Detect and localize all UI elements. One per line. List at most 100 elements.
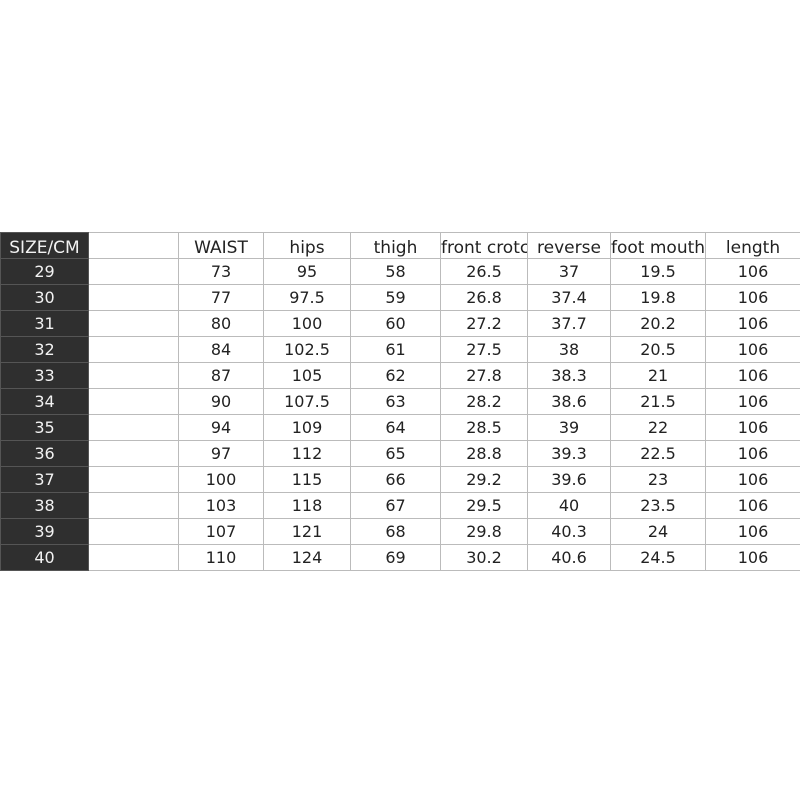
- value-cell: 63: [350, 388, 441, 415]
- value-cell: 102.5: [263, 336, 351, 363]
- data-row: 30 77 97.5 59 26.8 37.4 19.8 106: [0, 284, 800, 311]
- value-cell: 118: [263, 492, 351, 519]
- size-cell: 37: [0, 466, 89, 493]
- value-cell: 105: [263, 362, 351, 389]
- value-cell: 21.5: [610, 388, 706, 415]
- value-cell: 29.8: [440, 518, 528, 545]
- header-cell: front crotch: [440, 232, 528, 259]
- value-cell: 112: [263, 440, 351, 467]
- value-cell: 68: [350, 518, 441, 545]
- data-row: 33 87 105 62 27.8 38.3 21 106: [0, 362, 800, 389]
- value-cell: 39.6: [527, 466, 611, 493]
- value-cell: 27.8: [440, 362, 528, 389]
- size-cell: 29: [0, 258, 89, 285]
- value-cell: 40: [527, 492, 611, 519]
- value-cell: 24: [610, 518, 706, 545]
- value-cell: 37.4: [527, 284, 611, 311]
- value-cell: 106: [705, 388, 800, 415]
- value-cell: 97: [178, 440, 264, 467]
- blank-cell: [88, 440, 179, 467]
- blank-cell: [88, 336, 179, 363]
- value-cell: 38: [527, 336, 611, 363]
- data-row: 32 84 102.5 61 27.5 38 20.5 106: [0, 336, 800, 363]
- value-cell: 21: [610, 362, 706, 389]
- value-cell: 106: [705, 544, 800, 571]
- blank-cell: [88, 258, 179, 285]
- data-row: 40 110 124 69 30.2 40.6 24.5 106: [0, 544, 800, 571]
- size-cell: 33: [0, 362, 89, 389]
- value-cell: 24.5: [610, 544, 706, 571]
- value-cell: 110: [178, 544, 264, 571]
- value-cell: 28.2: [440, 388, 528, 415]
- value-cell: 95: [263, 258, 351, 285]
- value-cell: 100: [178, 466, 264, 493]
- data-row: 31 80 100 60 27.2 37.7 20.2 106: [0, 310, 800, 337]
- size-cell: 39: [0, 518, 89, 545]
- value-cell: 107.5: [263, 388, 351, 415]
- header-cell: hips: [263, 232, 351, 259]
- value-cell: 106: [705, 492, 800, 519]
- value-cell: 106: [705, 466, 800, 493]
- value-cell: 60: [350, 310, 441, 337]
- value-cell: 107: [178, 518, 264, 545]
- value-cell: 20.2: [610, 310, 706, 337]
- value-cell: 90: [178, 388, 264, 415]
- value-cell: 29.5: [440, 492, 528, 519]
- value-cell: 106: [705, 414, 800, 441]
- size-cell: 32: [0, 336, 89, 363]
- header-cell: WAIST: [178, 232, 264, 259]
- value-cell: 103: [178, 492, 264, 519]
- data-row: 38 103 118 67 29.5 40 23.5 106: [0, 492, 800, 519]
- value-cell: 40.3: [527, 518, 611, 545]
- header-cell: thigh: [350, 232, 441, 259]
- value-cell: 64: [350, 414, 441, 441]
- value-cell: 73: [178, 258, 264, 285]
- data-row: 39 107 121 68 29.8 40.3 24 106: [0, 518, 800, 545]
- value-cell: 67: [350, 492, 441, 519]
- size-cell: 38: [0, 492, 89, 519]
- value-cell: 62: [350, 362, 441, 389]
- size-cell: 30: [0, 284, 89, 311]
- value-cell: 20.5: [610, 336, 706, 363]
- value-cell: 27.2: [440, 310, 528, 337]
- value-cell: 23.5: [610, 492, 706, 519]
- value-cell: 37: [527, 258, 611, 285]
- value-cell: 38.6: [527, 388, 611, 415]
- data-row: 29 73 95 58 26.5 37 19.5 106: [0, 258, 800, 285]
- value-cell: 40.6: [527, 544, 611, 571]
- header-cell: length: [705, 232, 800, 259]
- value-cell: 26.5: [440, 258, 528, 285]
- value-cell: 19.5: [610, 258, 706, 285]
- data-row: 35 94 109 64 28.5 39 22 106: [0, 414, 800, 441]
- header-cell: SIZE/CM: [0, 232, 89, 259]
- size-cell: 31: [0, 310, 89, 337]
- value-cell: 37.7: [527, 310, 611, 337]
- value-cell: 27.5: [440, 336, 528, 363]
- header-cell: reverse: [527, 232, 611, 259]
- blank-cell: [88, 362, 179, 389]
- value-cell: 58: [350, 258, 441, 285]
- value-cell: 23: [610, 466, 706, 493]
- size-cell: 36: [0, 440, 89, 467]
- value-cell: 106: [705, 336, 800, 363]
- blank-cell: [88, 492, 179, 519]
- value-cell: 97.5: [263, 284, 351, 311]
- value-cell: 65: [350, 440, 441, 467]
- value-cell: 28.5: [440, 414, 528, 441]
- value-cell: 106: [705, 440, 800, 467]
- value-cell: 84: [178, 336, 264, 363]
- value-cell: 30.2: [440, 544, 528, 571]
- value-cell: 22: [610, 414, 706, 441]
- value-cell: 39.3: [527, 440, 611, 467]
- value-cell: 87: [178, 362, 264, 389]
- value-cell: 61: [350, 336, 441, 363]
- data-row: 34 90 107.5 63 28.2 38.6 21.5 106: [0, 388, 800, 415]
- value-cell: 80: [178, 310, 264, 337]
- blank-cell: [88, 388, 179, 415]
- blank-cell: [88, 284, 179, 311]
- size-cell: 35: [0, 414, 89, 441]
